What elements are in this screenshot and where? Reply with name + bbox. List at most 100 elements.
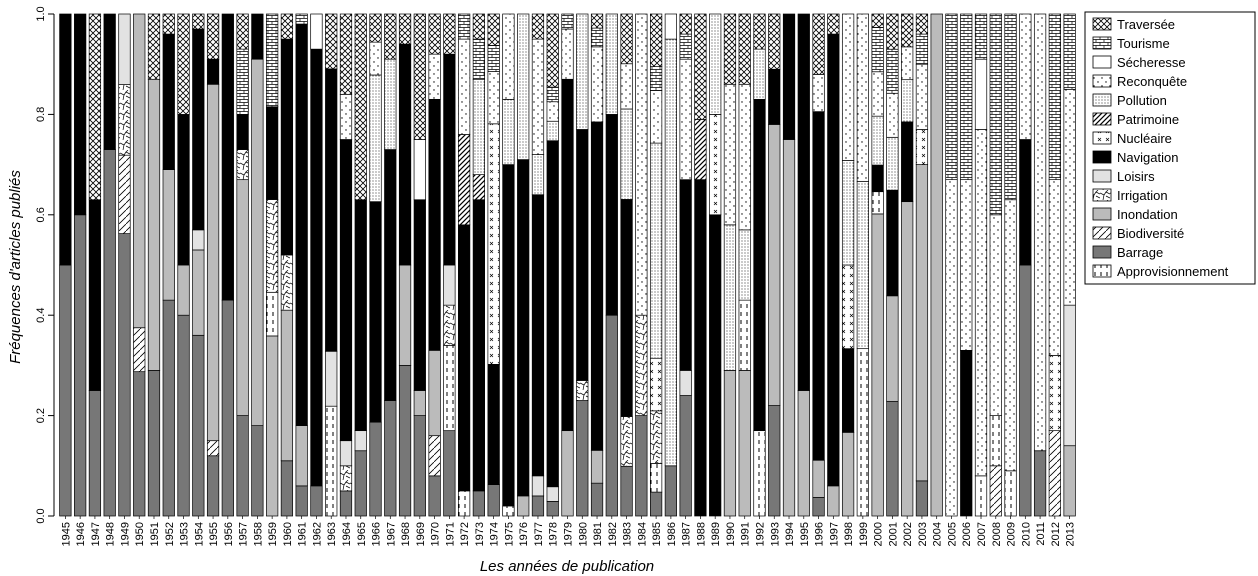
- bar-segment-1977-loisirs: [531, 475, 545, 497]
- bar-segment-1989-pollution: [709, 13, 722, 115]
- bar-segment-1949-loisirs: [118, 13, 131, 85]
- x-tick-label: 1983: [622, 522, 634, 546]
- legend-swatch: [1092, 245, 1112, 259]
- y-tick-label: 0.6: [35, 207, 47, 222]
- bar-segment-2002-pollution: [901, 79, 914, 123]
- bar-segment-1956-navigation: [221, 13, 234, 301]
- bar-segment-1995-navigation: [797, 13, 810, 391]
- bar-segment-1969-navigation: [413, 199, 426, 391]
- bar-segment-1952-traversée: [162, 13, 175, 35]
- bar-segment-2013-tourisme: [1063, 13, 1076, 90]
- bar-segment-1996-inondation: [812, 459, 825, 498]
- bar-segment-1993-navigation: [768, 68, 781, 125]
- bar-segment-1983-pollution: [620, 108, 633, 200]
- bar-segment-2000-tourisme: [871, 26, 884, 73]
- x-tick-label: 1982: [607, 522, 619, 546]
- bar-segment-1973-tourisme: [472, 38, 486, 80]
- bar-segment-1987-navigation: [679, 179, 692, 371]
- x-tick-label: 1948: [105, 522, 117, 546]
- bar-segment-1945-barrage: [59, 264, 72, 517]
- bar-segment-1991-reconquête: [738, 83, 751, 231]
- x-tick-label: 1960: [282, 522, 294, 546]
- bar-segment-2001-tourisme: [886, 48, 899, 94]
- bar-segment-1955-traversée: [206, 13, 220, 60]
- bar-segment-1950-biodiversité: [133, 327, 146, 373]
- x-tick-label: 1969: [415, 522, 427, 546]
- bar-segment-2002-inondation: [901, 201, 914, 517]
- bar-segment-1954-navigation: [192, 28, 205, 231]
- bar-segment-1970-inondation: [428, 349, 441, 437]
- bar-segment-2000-pollution: [871, 115, 884, 166]
- bar-segment-1992-navigation: [753, 98, 766, 432]
- bar-segment-1983-reconquête: [620, 63, 633, 110]
- y-tick-label: 0.0: [35, 508, 47, 523]
- legend-swatch: [1092, 74, 1112, 88]
- bar-segment-1988-patrimoine: [694, 119, 707, 181]
- bar-segment-2003-traversée: [915, 13, 929, 35]
- x-tick-label: 1977: [533, 522, 545, 546]
- bar-segment-1948-barrage: [103, 149, 116, 517]
- bar-segment-1951-inondation: [147, 78, 161, 371]
- bar-segment-1957-irrigation: [236, 149, 249, 181]
- legend: Traversée Tourisme Sécheresse Reconquête Pol…: [1084, 11, 1256, 285]
- bar-segment-2002-traversée: [901, 13, 914, 48]
- legend-label: Barrage: [1117, 245, 1163, 260]
- bar-segment-1980-irrigation: [576, 380, 589, 401]
- bar-segment-1991-inondation: [738, 370, 751, 517]
- bar-segment-1949-barrage: [118, 233, 131, 517]
- bar-segment-2009-approvisionnement: [1004, 470, 1017, 517]
- bar-segment-1981-tourisme: [590, 27, 604, 48]
- x-tick-label: 2010: [1020, 522, 1032, 546]
- x-tick-label: 1958: [252, 522, 264, 546]
- bar-segment-1974-tourisme: [487, 45, 500, 72]
- bar-segment-1992-approvisionnement: [753, 430, 766, 517]
- bar-segment-1969-sécheresse: [413, 139, 426, 201]
- x-tick-label: 1971: [444, 522, 456, 546]
- bar-segment-1965-loisirs: [354, 430, 367, 452]
- bar-segment-1978-barrage: [546, 501, 559, 517]
- bar-segment-2010-navigation: [1019, 139, 1032, 266]
- bar-segment-2001-pollution: [886, 136, 899, 191]
- x-tick-label: 1964: [341, 522, 353, 546]
- bar-segment-1972-patrimoine: [458, 134, 471, 226]
- bar-segment-1958-inondation: [251, 58, 264, 426]
- bar-segment-1966-reconquête: [369, 41, 382, 76]
- bar-segment-1962-navigation: [310, 48, 323, 487]
- bar-segment-2005-tourisme: [945, 13, 958, 181]
- bar-segment-1972-tourisme: [458, 13, 471, 40]
- bar-segment-1963-approvisionnement: [325, 405, 338, 517]
- x-tick-label: 2013: [1065, 522, 1077, 546]
- bar-segment-1973-traversée: [472, 13, 486, 40]
- bar-segment-1999-pollution: [856, 180, 869, 350]
- x-tick-label: 1956: [223, 522, 235, 546]
- bar-segment-1949-biodiversité: [118, 154, 131, 234]
- bar-segment-1964-barrage: [339, 490, 353, 517]
- legend-swatch: [1092, 188, 1112, 202]
- bar-segment-1976-pollution: [517, 13, 530, 160]
- bar-segment-1975-reconquête: [502, 13, 515, 100]
- bar-segment-1960-traversée: [280, 13, 294, 40]
- bar-segment-1990-traversée: [723, 13, 737, 85]
- x-tick-label: 1951: [149, 522, 161, 546]
- bar-segment-1972-navigation: [458, 224, 471, 492]
- bar-segment-1962-sécheresse: [310, 13, 323, 50]
- bar-segment-1960-barrage: [280, 460, 294, 517]
- bar-segment-1994-navigation: [782, 13, 796, 140]
- bar-segment-1951-barrage: [147, 370, 161, 517]
- bar-segment-1953-barrage: [177, 314, 190, 517]
- legend-swatch: [1092, 226, 1112, 240]
- x-tick-label: 2001: [887, 522, 899, 546]
- bar-segment-1971-traversée: [443, 13, 456, 55]
- x-tick-label: 2006: [961, 522, 973, 546]
- bar-segment-2009-reconquête: [1004, 199, 1017, 472]
- bar-segment-1978-navigation: [546, 140, 559, 488]
- bar-segment-1981-navigation: [590, 121, 604, 451]
- bar-segment-1950-inondation: [133, 13, 146, 329]
- bar-segment-1980-pollution: [576, 13, 589, 130]
- bar-segment-2003-tourisme: [915, 33, 929, 65]
- bar-segment-2013-loisirs: [1063, 304, 1076, 447]
- x-tick-label: 2002: [902, 522, 914, 546]
- x-tick-label: 1961: [297, 522, 309, 546]
- bar-segment-1949-irrigation: [118, 84, 131, 156]
